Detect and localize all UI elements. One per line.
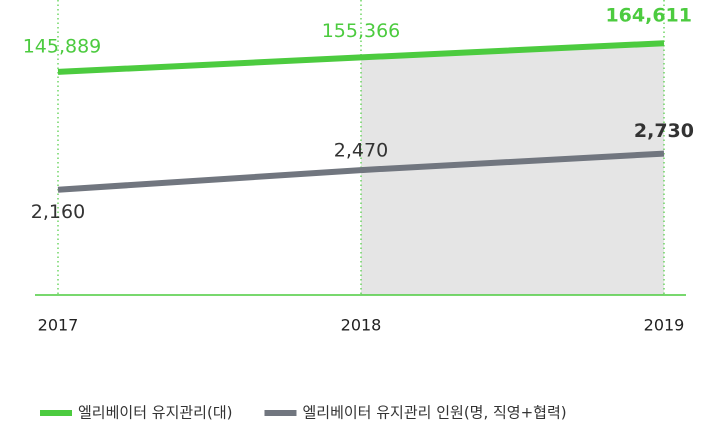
x-tick-label: 2017: [38, 316, 79, 335]
series-line: [57, 150, 665, 193]
data-label: 155,366: [322, 20, 401, 42]
x-tick-label: 2018: [341, 316, 382, 335]
data-label: 2,160: [31, 201, 85, 223]
data-label: 2,470: [334, 140, 388, 162]
legend-label: 엘리베이터 유지관리 인원(명, 직영+협력): [302, 404, 566, 422]
data-label: 164,611: [605, 5, 692, 27]
highlight-area: [361, 43, 664, 295]
series-line: [57, 40, 665, 75]
data-label: 145,889: [23, 35, 102, 57]
legend-label: 엘리베이터 유지관리(대): [78, 404, 232, 422]
data-label: 2,730: [634, 120, 694, 142]
x-tick-label: 2019: [644, 316, 685, 335]
